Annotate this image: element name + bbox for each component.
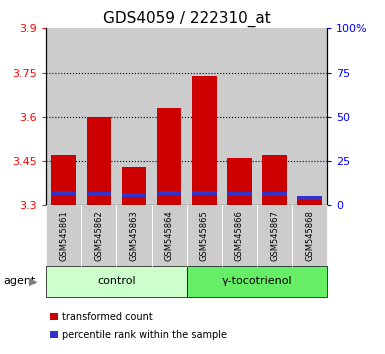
Text: agent: agent: [4, 276, 36, 286]
Text: GSM545865: GSM545865: [200, 210, 209, 261]
Title: GDS4059 / 222310_at: GDS4059 / 222310_at: [103, 11, 271, 27]
Bar: [46, 28, 81, 205]
Bar: [227, 192, 252, 196]
Text: GSM545864: GSM545864: [165, 210, 174, 261]
Text: transformed count: transformed count: [62, 312, 153, 322]
Bar: [52, 191, 76, 195]
Text: percentile rank within the sample: percentile rank within the sample: [62, 330, 228, 339]
Bar: [262, 155, 287, 205]
Bar: [262, 192, 287, 196]
Text: γ-tocotrienol: γ-tocotrienol: [222, 276, 292, 286]
Bar: [122, 167, 146, 205]
Text: GSM545867: GSM545867: [270, 210, 279, 261]
Text: GSM545866: GSM545866: [235, 210, 244, 261]
Bar: [227, 158, 252, 205]
Bar: [52, 155, 76, 205]
Bar: [192, 191, 217, 195]
Text: GSM545862: GSM545862: [94, 210, 104, 261]
Text: ▶: ▶: [29, 276, 37, 286]
Text: GSM545868: GSM545868: [305, 210, 314, 261]
Bar: [81, 28, 116, 205]
Bar: [87, 117, 111, 205]
Text: control: control: [97, 276, 136, 286]
Bar: [122, 193, 146, 197]
Bar: [192, 75, 217, 205]
Bar: [157, 108, 181, 205]
Bar: [116, 28, 152, 205]
Text: GSM545861: GSM545861: [59, 210, 68, 261]
Bar: [157, 191, 181, 195]
Bar: [152, 28, 187, 205]
Bar: [292, 28, 327, 205]
Bar: [297, 199, 322, 205]
Bar: [187, 28, 222, 205]
Bar: [87, 192, 111, 196]
Bar: [222, 28, 257, 205]
Bar: [297, 196, 322, 200]
Text: GSM545863: GSM545863: [129, 210, 139, 261]
Bar: [257, 28, 292, 205]
